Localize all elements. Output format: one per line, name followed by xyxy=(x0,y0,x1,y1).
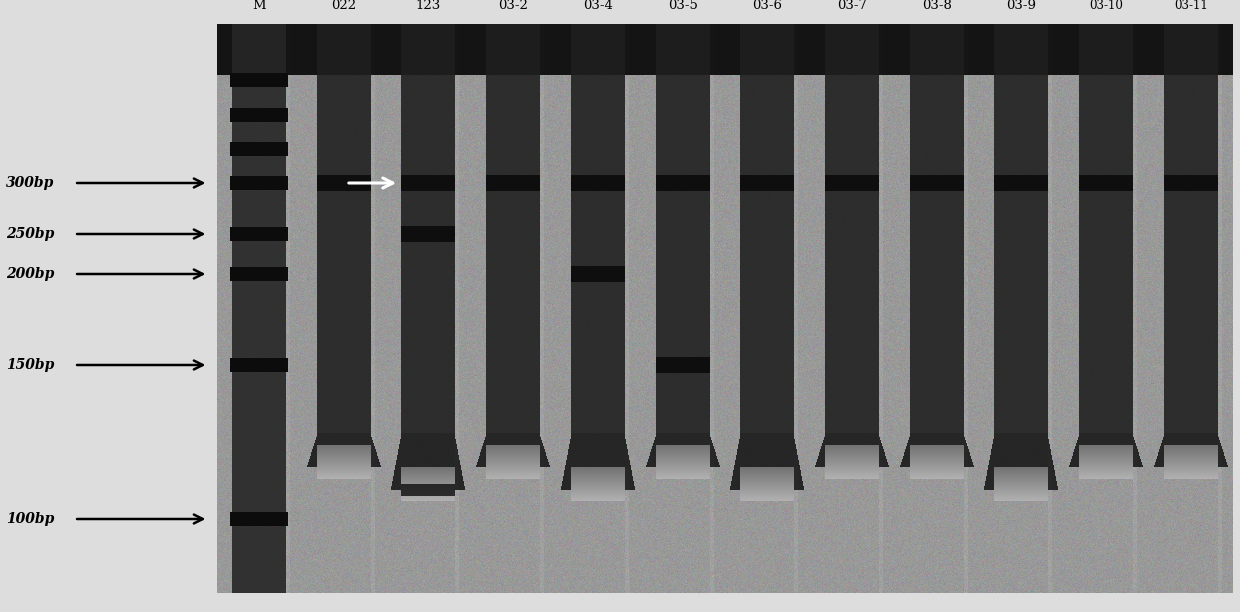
Text: 03-7: 03-7 xyxy=(837,0,867,12)
Text: 03-8: 03-8 xyxy=(923,0,952,12)
Text: 123: 123 xyxy=(415,0,440,12)
Text: 03-6: 03-6 xyxy=(751,0,782,12)
Text: 100bp: 100bp xyxy=(6,512,55,526)
Text: 200bp: 200bp xyxy=(6,267,55,281)
Text: 250bp: 250bp xyxy=(6,227,55,241)
Text: 03-9: 03-9 xyxy=(1006,0,1035,12)
Text: 022: 022 xyxy=(331,0,357,12)
Text: 03-4: 03-4 xyxy=(583,0,613,12)
Text: 03-11: 03-11 xyxy=(1174,0,1208,12)
Text: 150bp: 150bp xyxy=(6,358,55,372)
Text: 03-2: 03-2 xyxy=(498,0,528,12)
Text: 03-5: 03-5 xyxy=(668,0,698,12)
Text: M: M xyxy=(252,0,265,12)
Text: 300bp: 300bp xyxy=(6,176,55,190)
Text: 03-10: 03-10 xyxy=(1089,0,1123,12)
